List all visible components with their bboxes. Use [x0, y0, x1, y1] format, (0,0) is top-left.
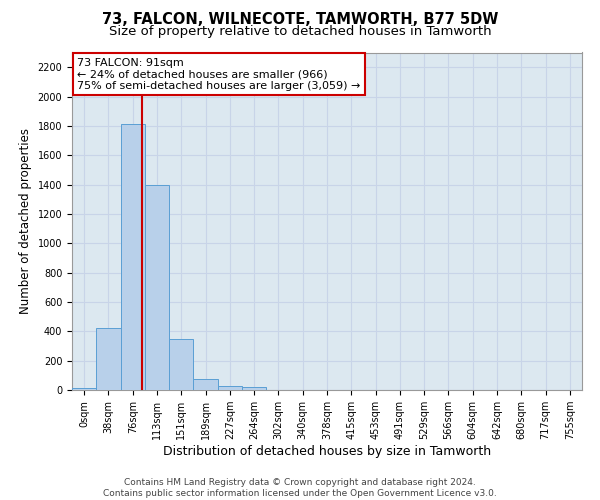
Text: Contains HM Land Registry data © Crown copyright and database right 2024.
Contai: Contains HM Land Registry data © Crown c…: [103, 478, 497, 498]
Bar: [193, 379, 218, 390]
Bar: [145, 184, 169, 390]
Text: Size of property relative to detached houses in Tamworth: Size of property relative to detached ho…: [109, 25, 491, 38]
Bar: [218, 386, 242, 390]
Bar: [96, 328, 121, 390]
Bar: [242, 387, 266, 390]
Text: 73, FALCON, WILNECOTE, TAMWORTH, B77 5DW: 73, FALCON, WILNECOTE, TAMWORTH, B77 5DW: [102, 12, 498, 28]
Text: 73 FALCON: 91sqm
← 24% of detached houses are smaller (966)
75% of semi-detached: 73 FALCON: 91sqm ← 24% of detached house…: [77, 58, 361, 91]
Bar: [121, 124, 145, 390]
Bar: [169, 338, 193, 390]
Y-axis label: Number of detached properties: Number of detached properties: [19, 128, 32, 314]
Bar: [72, 388, 96, 390]
X-axis label: Distribution of detached houses by size in Tamworth: Distribution of detached houses by size …: [163, 445, 491, 458]
